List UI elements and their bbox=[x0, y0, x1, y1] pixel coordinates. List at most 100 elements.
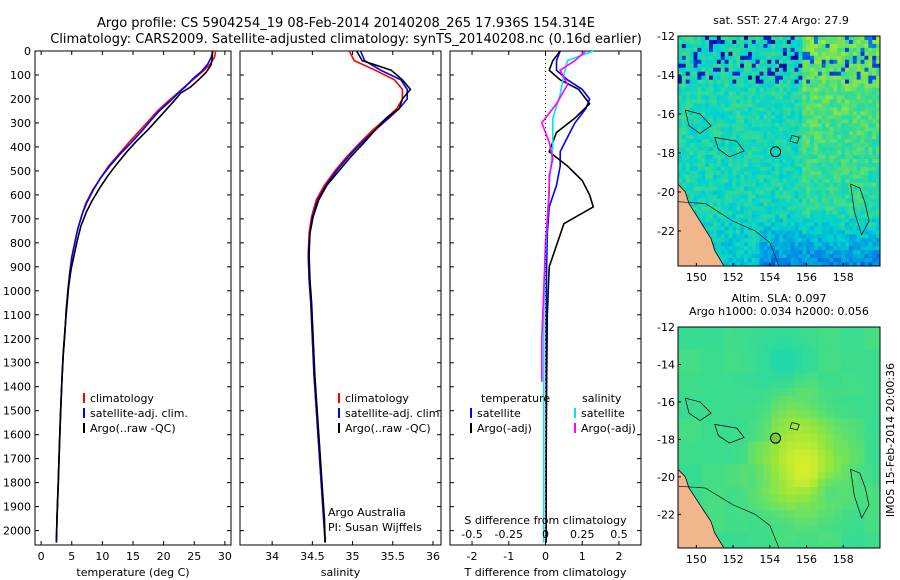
sst-map-cell bbox=[751, 143, 757, 148]
sst-map-cell bbox=[747, 139, 753, 144]
sst-map-cell bbox=[845, 158, 850, 164]
sst-map-cell bbox=[790, 258, 795, 263]
sst-map-cell bbox=[763, 166, 768, 172]
sst-map-cell bbox=[817, 186, 823, 192]
sst-map-cell bbox=[821, 111, 827, 116]
sst-map-cell bbox=[755, 214, 760, 219]
sst-map-cell bbox=[806, 162, 811, 168]
sst-map-cell bbox=[864, 139, 869, 144]
sst-map-cell bbox=[860, 39, 865, 45]
sla-map-cell bbox=[841, 349, 850, 358]
sst-map-cell bbox=[771, 158, 776, 164]
sla-map-cell bbox=[678, 426, 687, 435]
sst-map-cell bbox=[856, 214, 861, 219]
sst-map-cell bbox=[759, 258, 764, 263]
sst-map-cell bbox=[709, 127, 714, 132]
difference-series-0-line bbox=[545, 50, 591, 543]
sst-map-cell bbox=[798, 234, 803, 239]
sst-map-cell bbox=[829, 103, 834, 108]
sst-map-cell bbox=[763, 119, 768, 124]
sst-map-cell bbox=[771, 238, 776, 243]
sst-map-cell bbox=[837, 67, 842, 73]
sst-map-cell bbox=[876, 151, 881, 156]
sst-map-cell bbox=[876, 83, 881, 88]
temperature-ytick-label: 700 bbox=[10, 213, 31, 226]
sst-map-cell bbox=[798, 238, 803, 243]
sst-map-cell bbox=[860, 123, 865, 128]
sst-map-cell bbox=[782, 194, 788, 199]
sst-map-cell bbox=[802, 218, 807, 223]
sst-map-cell bbox=[872, 39, 877, 45]
sst-map-cell bbox=[868, 47, 873, 53]
sst-map-cell bbox=[759, 63, 764, 69]
sst-map-cell bbox=[825, 67, 830, 73]
sst-map-cell bbox=[716, 91, 722, 96]
sla-map-cell bbox=[693, 342, 702, 351]
sst-map-cell bbox=[794, 87, 799, 92]
sst-map-cell bbox=[782, 59, 788, 65]
sst-map-cell bbox=[782, 174, 788, 180]
sst-map-cell bbox=[872, 63, 877, 69]
sla-map-cell bbox=[794, 532, 803, 541]
sla-map-cell bbox=[716, 365, 726, 374]
sst-map-cell bbox=[701, 214, 706, 219]
sst-map-cell bbox=[767, 99, 772, 104]
sst-map-cell bbox=[728, 79, 733, 84]
sst-map-cell bbox=[775, 226, 780, 231]
sst-map-cell bbox=[852, 147, 858, 152]
sla-map-cell bbox=[872, 349, 881, 358]
sst-map-cell bbox=[685, 131, 691, 136]
sst-map-cell bbox=[802, 36, 807, 41]
sst-map-cell bbox=[779, 262, 784, 267]
sla-map-cell bbox=[848, 471, 858, 480]
sst-map-cell bbox=[779, 83, 784, 88]
sst-map-cell bbox=[813, 198, 819, 203]
sst-map-cell bbox=[813, 238, 819, 243]
sla-map-cell bbox=[763, 532, 772, 541]
sst-map-cell bbox=[744, 242, 749, 247]
sst-map-cell bbox=[790, 154, 795, 160]
sst-map-cell bbox=[833, 107, 838, 112]
sla-map-cell bbox=[755, 357, 764, 366]
sst-map-cell bbox=[693, 131, 698, 136]
sst-map-cell bbox=[837, 139, 842, 144]
sst-map-cell bbox=[724, 39, 729, 45]
sst-map-cell bbox=[852, 246, 858, 251]
sst-map-cell bbox=[775, 143, 780, 148]
sla-map-cell bbox=[779, 540, 788, 549]
sla-map-cell bbox=[755, 448, 764, 457]
sst-map-cell bbox=[821, 63, 827, 69]
sst-map-cell bbox=[744, 67, 749, 73]
sst-map-cell bbox=[829, 226, 834, 231]
sst-map-cell bbox=[728, 234, 733, 239]
sla-map-cell bbox=[841, 540, 850, 549]
sst-map-cell bbox=[813, 194, 819, 199]
sst-map-cell bbox=[716, 127, 722, 132]
sla-map-cell bbox=[716, 372, 726, 381]
sla-map-cell bbox=[872, 487, 881, 496]
sst-map-cell bbox=[709, 71, 714, 77]
sst-map-cell bbox=[755, 71, 760, 77]
sst-map-cell bbox=[868, 87, 873, 92]
salinity-xtick-label: 35 bbox=[346, 550, 360, 563]
sst-map-cell bbox=[817, 178, 823, 184]
sst-map-cell bbox=[751, 174, 757, 180]
sst-map-cell bbox=[720, 234, 726, 239]
sst-map-cell bbox=[825, 79, 830, 84]
sst-map-cell bbox=[693, 139, 698, 144]
sst-map-cell bbox=[876, 178, 881, 184]
sst-map-cell bbox=[782, 47, 788, 53]
sla-map-cell bbox=[856, 487, 865, 496]
sst-map-cell bbox=[872, 222, 877, 227]
sst-map-cell bbox=[678, 178, 683, 184]
sst-map-cell bbox=[845, 143, 850, 148]
sst-map-cell bbox=[740, 238, 745, 243]
sla-map-cell bbox=[817, 487, 827, 496]
sst-map-cell bbox=[716, 230, 722, 235]
sst-map-cell bbox=[681, 182, 687, 188]
sst-map-cell bbox=[728, 162, 733, 168]
sla-map-cell bbox=[856, 365, 865, 374]
sst-map-cell bbox=[744, 99, 749, 104]
sst-map-cell bbox=[712, 242, 718, 247]
sla-map-cell bbox=[701, 380, 710, 389]
